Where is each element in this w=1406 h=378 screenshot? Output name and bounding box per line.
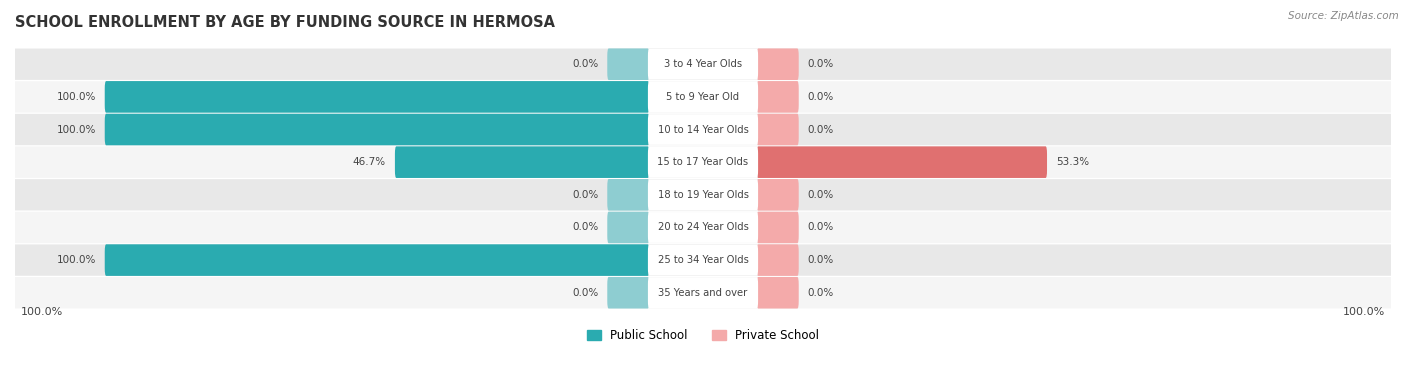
- Text: 100.0%: 100.0%: [56, 255, 96, 265]
- FancyBboxPatch shape: [756, 114, 799, 145]
- FancyBboxPatch shape: [648, 245, 758, 275]
- Text: 15 to 17 Year Olds: 15 to 17 Year Olds: [658, 157, 748, 167]
- Text: 18 to 19 Year Olds: 18 to 19 Year Olds: [658, 190, 748, 200]
- FancyBboxPatch shape: [395, 146, 650, 178]
- FancyBboxPatch shape: [648, 212, 758, 243]
- FancyBboxPatch shape: [607, 48, 650, 80]
- Text: 0.0%: 0.0%: [807, 59, 834, 69]
- Text: 25 to 34 Year Olds: 25 to 34 Year Olds: [658, 255, 748, 265]
- FancyBboxPatch shape: [15, 245, 1391, 276]
- FancyBboxPatch shape: [15, 81, 1391, 113]
- FancyBboxPatch shape: [648, 277, 758, 308]
- Text: SCHOOL ENROLLMENT BY AGE BY FUNDING SOURCE IN HERMOSA: SCHOOL ENROLLMENT BY AGE BY FUNDING SOUR…: [15, 15, 555, 30]
- FancyBboxPatch shape: [15, 277, 1391, 308]
- Text: 46.7%: 46.7%: [353, 157, 385, 167]
- Text: Source: ZipAtlas.com: Source: ZipAtlas.com: [1288, 11, 1399, 21]
- FancyBboxPatch shape: [15, 147, 1391, 178]
- FancyBboxPatch shape: [15, 179, 1391, 211]
- FancyBboxPatch shape: [104, 114, 650, 145]
- Text: 0.0%: 0.0%: [572, 190, 599, 200]
- Text: 100.0%: 100.0%: [1343, 307, 1385, 317]
- FancyBboxPatch shape: [756, 48, 799, 80]
- FancyBboxPatch shape: [648, 49, 758, 79]
- FancyBboxPatch shape: [648, 180, 758, 210]
- Text: 100.0%: 100.0%: [56, 92, 96, 102]
- Text: 0.0%: 0.0%: [807, 92, 834, 102]
- Text: 0.0%: 0.0%: [807, 124, 834, 135]
- Text: 0.0%: 0.0%: [807, 190, 834, 200]
- Legend: Public School, Private School: Public School, Private School: [582, 324, 824, 347]
- Text: 0.0%: 0.0%: [807, 288, 834, 298]
- FancyBboxPatch shape: [607, 277, 650, 308]
- FancyBboxPatch shape: [756, 81, 799, 113]
- FancyBboxPatch shape: [648, 82, 758, 112]
- Text: 0.0%: 0.0%: [572, 59, 599, 69]
- Text: 20 to 24 Year Olds: 20 to 24 Year Olds: [658, 222, 748, 232]
- FancyBboxPatch shape: [104, 81, 650, 113]
- FancyBboxPatch shape: [756, 146, 1047, 178]
- FancyBboxPatch shape: [648, 114, 758, 145]
- FancyBboxPatch shape: [756, 244, 799, 276]
- Text: 100.0%: 100.0%: [21, 307, 63, 317]
- Text: 5 to 9 Year Old: 5 to 9 Year Old: [666, 92, 740, 102]
- FancyBboxPatch shape: [15, 114, 1391, 145]
- Text: 0.0%: 0.0%: [807, 255, 834, 265]
- FancyBboxPatch shape: [756, 179, 799, 211]
- FancyBboxPatch shape: [15, 48, 1391, 80]
- FancyBboxPatch shape: [756, 277, 799, 308]
- Text: 0.0%: 0.0%: [807, 222, 834, 232]
- Text: 35 Years and over: 35 Years and over: [658, 288, 748, 298]
- FancyBboxPatch shape: [607, 179, 650, 211]
- Text: 100.0%: 100.0%: [56, 124, 96, 135]
- FancyBboxPatch shape: [15, 212, 1391, 243]
- Text: 53.3%: 53.3%: [1056, 157, 1090, 167]
- Text: 0.0%: 0.0%: [572, 222, 599, 232]
- FancyBboxPatch shape: [104, 244, 650, 276]
- Text: 0.0%: 0.0%: [572, 288, 599, 298]
- FancyBboxPatch shape: [756, 212, 799, 243]
- Text: 3 to 4 Year Olds: 3 to 4 Year Olds: [664, 59, 742, 69]
- FancyBboxPatch shape: [607, 212, 650, 243]
- Text: 10 to 14 Year Olds: 10 to 14 Year Olds: [658, 124, 748, 135]
- FancyBboxPatch shape: [648, 147, 758, 177]
